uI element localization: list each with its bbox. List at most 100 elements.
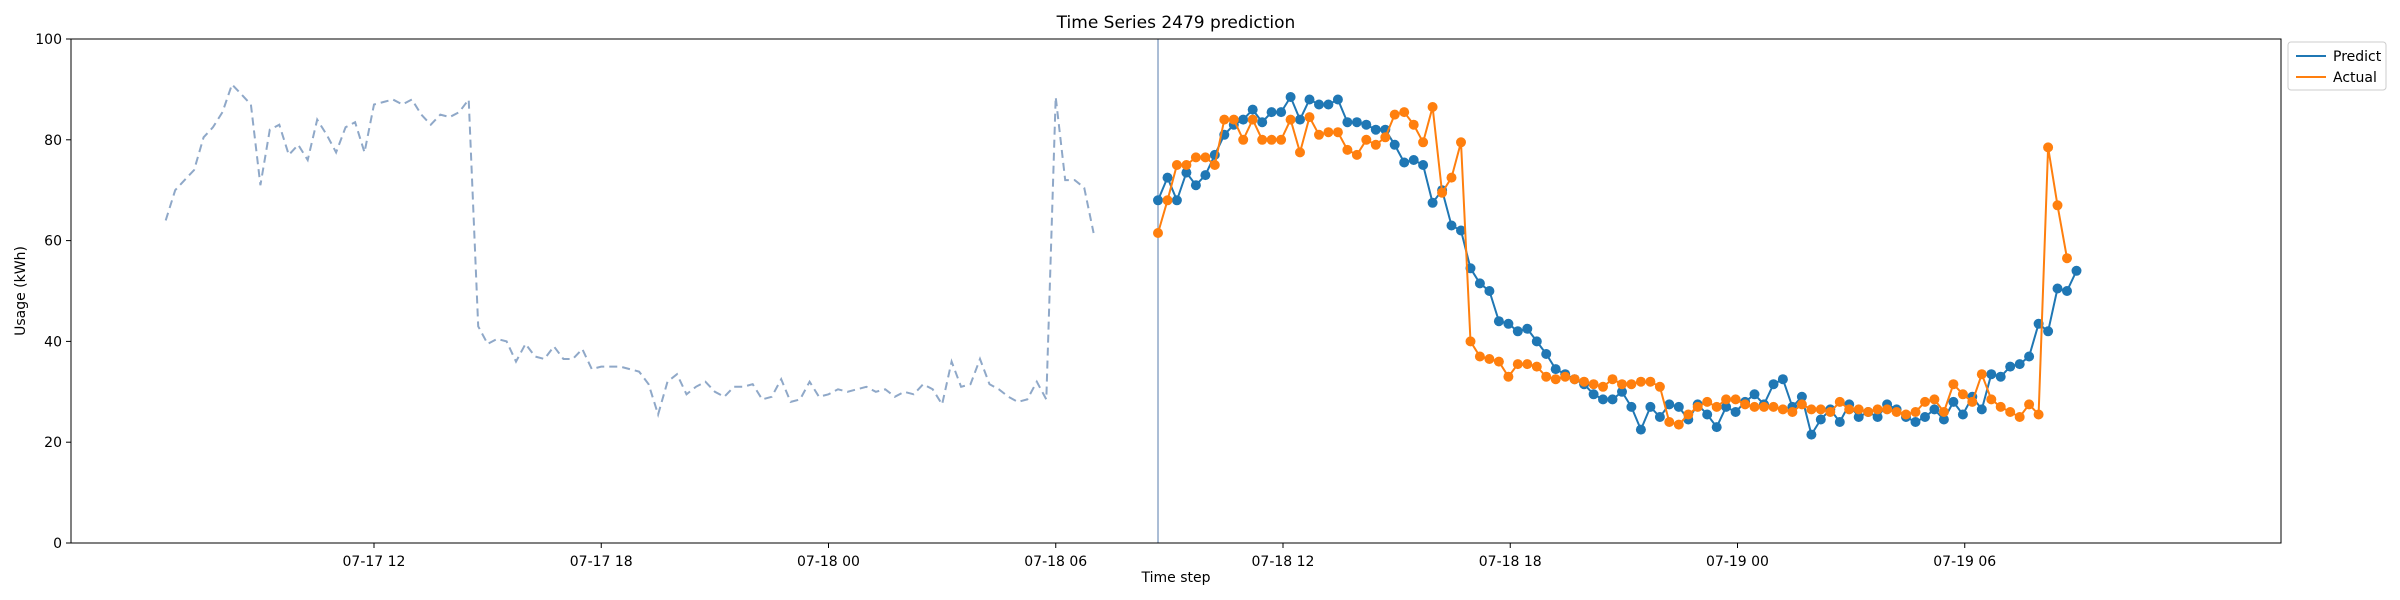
predict-point: [1361, 119, 1372, 130]
predict-point: [1834, 417, 1845, 427]
actual-point: [1389, 109, 1400, 120]
actual-point: [1749, 401, 1760, 412]
x-tick-label: 07-18 06: [1024, 554, 1087, 570]
predict-point: [1257, 117, 1268, 128]
actual-point: [1853, 404, 1864, 415]
actual-point: [1673, 419, 1684, 430]
actual-point: [1948, 379, 1959, 390]
predict-point: [1238, 114, 1249, 125]
actual-point: [1626, 379, 1637, 390]
actual-point: [1654, 381, 1665, 392]
actual-point: [1247, 114, 1258, 125]
actual-point: [1920, 396, 1930, 407]
predict-point: [1664, 399, 1675, 410]
actual-point: [1730, 394, 1741, 405]
predict-point: [1815, 414, 1826, 425]
predict-point: [1654, 412, 1665, 422]
x-axis-label: Time step: [1141, 570, 1211, 586]
y-tick-label: 40: [44, 334, 62, 350]
actual-point: [1598, 381, 1608, 392]
actual-point: [1882, 404, 1893, 415]
actual-point: [1314, 129, 1324, 140]
actual-point: [1512, 359, 1523, 370]
x-tick-label: 07-19 00: [1706, 554, 1769, 570]
predict-point: [1418, 160, 1429, 170]
predict-point: [1796, 391, 1807, 402]
actual-point: [1635, 376, 1646, 387]
predict-point: [1162, 172, 1173, 183]
actual-point: [1569, 374, 1580, 385]
predict-point: [1976, 404, 1987, 415]
actual-point: [1531, 361, 1542, 372]
predict-point: [1304, 94, 1315, 105]
predict-point: [1645, 401, 1656, 412]
predict-point: [1427, 197, 1438, 208]
x-axis: 07-17 12 07-17 18 07-18 00 07-18 06 07-18 12…: [343, 543, 1996, 570]
predict-point: [1806, 429, 1817, 440]
predict-point: [1920, 412, 1930, 422]
actual-point: [1844, 404, 1855, 415]
actual-point: [1863, 407, 1874, 417]
actual-point: [1493, 356, 1504, 367]
actual-point: [1872, 404, 1883, 415]
actual-point: [1967, 396, 1978, 407]
predict-point: [1702, 409, 1713, 420]
y-axis-label: Usage (kWh): [13, 246, 29, 336]
legend-predict-label: Predict: [2333, 49, 2382, 65]
actual-point: [1399, 107, 1410, 118]
actual-point: [1910, 407, 1921, 417]
predict-point: [1323, 99, 1334, 110]
y-tick-label: 20: [44, 435, 62, 451]
predict-point: [1957, 409, 1968, 420]
predict-point: [1200, 170, 1211, 181]
actual-point: [1276, 134, 1287, 145]
predict-point: [1276, 107, 1287, 118]
x-tick-label: 07-17 12: [343, 554, 406, 570]
actual-point: [1607, 374, 1618, 385]
y-axis: 0 20 40 60 80 100: [35, 32, 71, 552]
predict-point: [1181, 167, 1192, 178]
actual-point: [1815, 404, 1826, 415]
predict-point: [1749, 389, 1760, 400]
predict-point: [1190, 180, 1201, 191]
actual-point: [2052, 200, 2063, 211]
y-tick-label: 80: [44, 133, 62, 149]
predict-point: [1456, 225, 1466, 236]
actual-point: [1711, 401, 1722, 412]
actual-point: [1702, 396, 1713, 407]
actual-point: [1418, 137, 1429, 148]
predict-point: [1635, 424, 1646, 435]
predict-point: [1938, 414, 1949, 425]
actual-point: [2062, 253, 2072, 264]
x-tick-label: 07-19 06: [1933, 554, 1996, 570]
predict-point: [1910, 417, 1921, 427]
predict-series: [1153, 92, 2082, 440]
actual-point: [2033, 409, 2044, 420]
predict-point: [1948, 396, 1959, 407]
actual-point: [1995, 401, 2006, 412]
actual-point: [1257, 134, 1268, 145]
actual-point: [1645, 376, 1656, 387]
predict-point: [1986, 369, 1997, 380]
actual-point: [1484, 354, 1495, 364]
predict-point: [1730, 407, 1741, 417]
actual-point: [1446, 172, 1457, 183]
predict-point: [2071, 265, 2082, 276]
actual-series: [1153, 102, 2072, 430]
actual-point: [1266, 134, 1277, 145]
predict-point: [1408, 155, 1419, 165]
predict-point: [1673, 401, 1684, 412]
predict-point: [1853, 412, 1864, 422]
actual-point: [1456, 137, 1466, 148]
history-line: [164, 82, 1095, 418]
actual-point: [1408, 119, 1419, 130]
predict-point: [1153, 195, 1163, 206]
actual-point: [1929, 394, 1940, 405]
predict-point: [1446, 220, 1457, 231]
actual-point: [1579, 376, 1590, 387]
predict-point: [2052, 283, 2063, 294]
actual-point: [1825, 407, 1836, 417]
predict-point: [1314, 99, 1324, 110]
actual-point: [1238, 134, 1249, 145]
y-tick-label: 100: [35, 32, 62, 48]
